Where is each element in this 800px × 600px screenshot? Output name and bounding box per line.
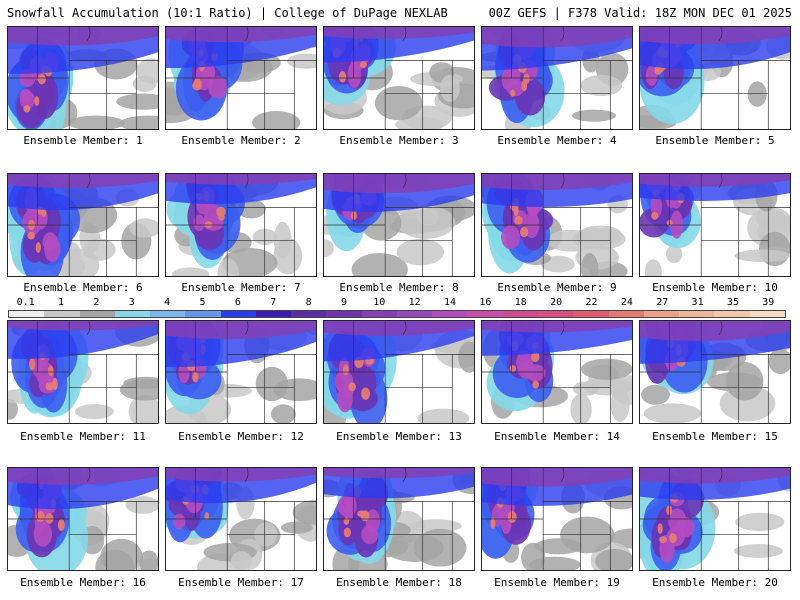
ensemble-member-label: Ensemble Member: 19 <box>494 576 620 589</box>
ensemble-map-panel <box>481 467 633 571</box>
ensemble-member-label: Ensemble Member: 8 <box>339 281 459 294</box>
ensemble-member-label: Ensemble Member: 4 <box>497 134 617 147</box>
ensemble-member-label: Ensemble Member: 7 <box>181 281 301 294</box>
ensemble-member-label: Ensemble Member: 2 <box>181 134 301 147</box>
colorbar-swatch <box>467 311 503 317</box>
colorbar-label: 20 <box>550 297 563 308</box>
ensemble-map-panel <box>7 173 159 277</box>
ensemble-map-panel <box>481 320 633 424</box>
ensemble-member-label: Ensemble Member: 6 <box>23 281 143 294</box>
colorbar-swatch <box>44 311 80 317</box>
ensemble-member-label: Ensemble Member: 12 <box>178 430 304 443</box>
colorbar-label: 16 <box>479 297 492 308</box>
ensemble-map-panel <box>639 320 791 424</box>
colorbar-label: 6 <box>234 297 241 308</box>
colorbar-label: 22 <box>585 297 598 308</box>
colorbar-label: 31 <box>691 297 704 308</box>
colorbar-label: 1 <box>58 297 65 308</box>
colorbar-label: 8 <box>305 297 312 308</box>
colorbar-label: 3 <box>128 297 135 308</box>
colorbar-label: 18 <box>514 297 527 308</box>
colorbar-labels: 0.1 1 2 3 4 5 6 7 8 9 10 12 14 16 18 20 22 24 27 31 35 39 <box>8 297 786 309</box>
ensemble-member-label: Ensemble Member: 13 <box>336 430 462 443</box>
ensemble-map-panel <box>7 26 159 130</box>
ensemble-member-label: Ensemble Member: 9 <box>497 281 617 294</box>
colorbar-label: 0.1 <box>16 297 35 308</box>
ensemble-map-panel <box>7 467 159 571</box>
ensemble-map-panel <box>165 173 317 277</box>
colorbar-swatch <box>114 311 151 317</box>
ensemble-map-panel <box>323 173 475 277</box>
colorbar-label: 10 <box>373 297 386 308</box>
colorbar-label: 9 <box>340 297 347 308</box>
colorbar-swatch <box>502 311 538 317</box>
ensemble-map-panel <box>323 26 475 130</box>
colorbar-label: 5 <box>199 297 206 308</box>
ensemble-map-panel <box>323 320 475 424</box>
run-info: 00Z GEFS | F378 Valid: 18Z MON DEC 01 20… <box>488 6 792 20</box>
ensemble-member-label: Ensemble Member: 18 <box>336 576 462 589</box>
colorbar-label: 14 <box>444 297 457 308</box>
colorbar-label: 7 <box>270 297 277 308</box>
colorbar <box>8 310 786 318</box>
colorbar-label: 39 <box>762 297 775 308</box>
colorbar-swatch <box>255 311 292 317</box>
colorbar-swatch <box>291 311 327 317</box>
colorbar-swatch <box>643 311 680 317</box>
colorbar-swatch <box>79 311 115 317</box>
ensemble-member-label: Ensemble Member: 16 <box>20 576 146 589</box>
ensemble-member-label: Ensemble Member: 5 <box>655 134 775 147</box>
ensemble-member-label: Ensemble Member: 17 <box>178 576 304 589</box>
colorbar-swatch <box>608 311 644 317</box>
ensemble-map-panel <box>639 173 791 277</box>
ensemble-map-panel <box>165 467 317 571</box>
ensemble-member-label: Ensemble Member: 11 <box>20 430 146 443</box>
colorbar-swatch <box>573 311 609 317</box>
colorbar-label: 12 <box>408 297 421 308</box>
colorbar-swatch <box>185 311 221 317</box>
ensemble-map-panel <box>481 26 633 130</box>
ensemble-member-label: Ensemble Member: 1 <box>23 134 143 147</box>
ensemble-member-label: Ensemble Member: 14 <box>494 430 620 443</box>
colorbar-swatch <box>361 311 397 317</box>
colorbar-label: 35 <box>726 297 739 308</box>
ensemble-member-label: Ensemble Member: 20 <box>652 576 778 589</box>
ensemble-map-panel <box>639 26 791 130</box>
colorbar-swatch <box>396 311 433 317</box>
colorbar-label: 2 <box>93 297 100 308</box>
colorbar-swatch <box>432 311 468 317</box>
ensemble-map-panel <box>481 173 633 277</box>
colorbar-swatch <box>9 311 45 317</box>
colorbar-swatch <box>714 311 750 317</box>
ensemble-member-label: Ensemble Member: 10 <box>652 281 778 294</box>
ensemble-member-label: Ensemble Member: 15 <box>652 430 778 443</box>
map-title: Snowfall Accumulation (10:1 Ratio) | Col… <box>7 6 448 20</box>
colorbar-swatch <box>220 311 256 317</box>
colorbar-label: 27 <box>656 297 669 308</box>
ensemble-map-panel <box>639 467 791 571</box>
colorbar-label: 4 <box>164 297 171 308</box>
colorbar-swatch <box>537 311 574 317</box>
ensemble-map-panel <box>7 320 159 424</box>
colorbar-swatch <box>749 311 785 317</box>
colorbar-swatch <box>326 311 362 317</box>
ensemble-map-panel <box>165 26 317 130</box>
colorbar-label: 24 <box>620 297 633 308</box>
colorbar-swatch <box>679 311 715 317</box>
ensemble-member-label: Ensemble Member: 3 <box>339 134 459 147</box>
colorbar-swatch <box>150 311 186 317</box>
ensemble-map-panel <box>165 320 317 424</box>
ensemble-map-panel <box>323 467 475 571</box>
